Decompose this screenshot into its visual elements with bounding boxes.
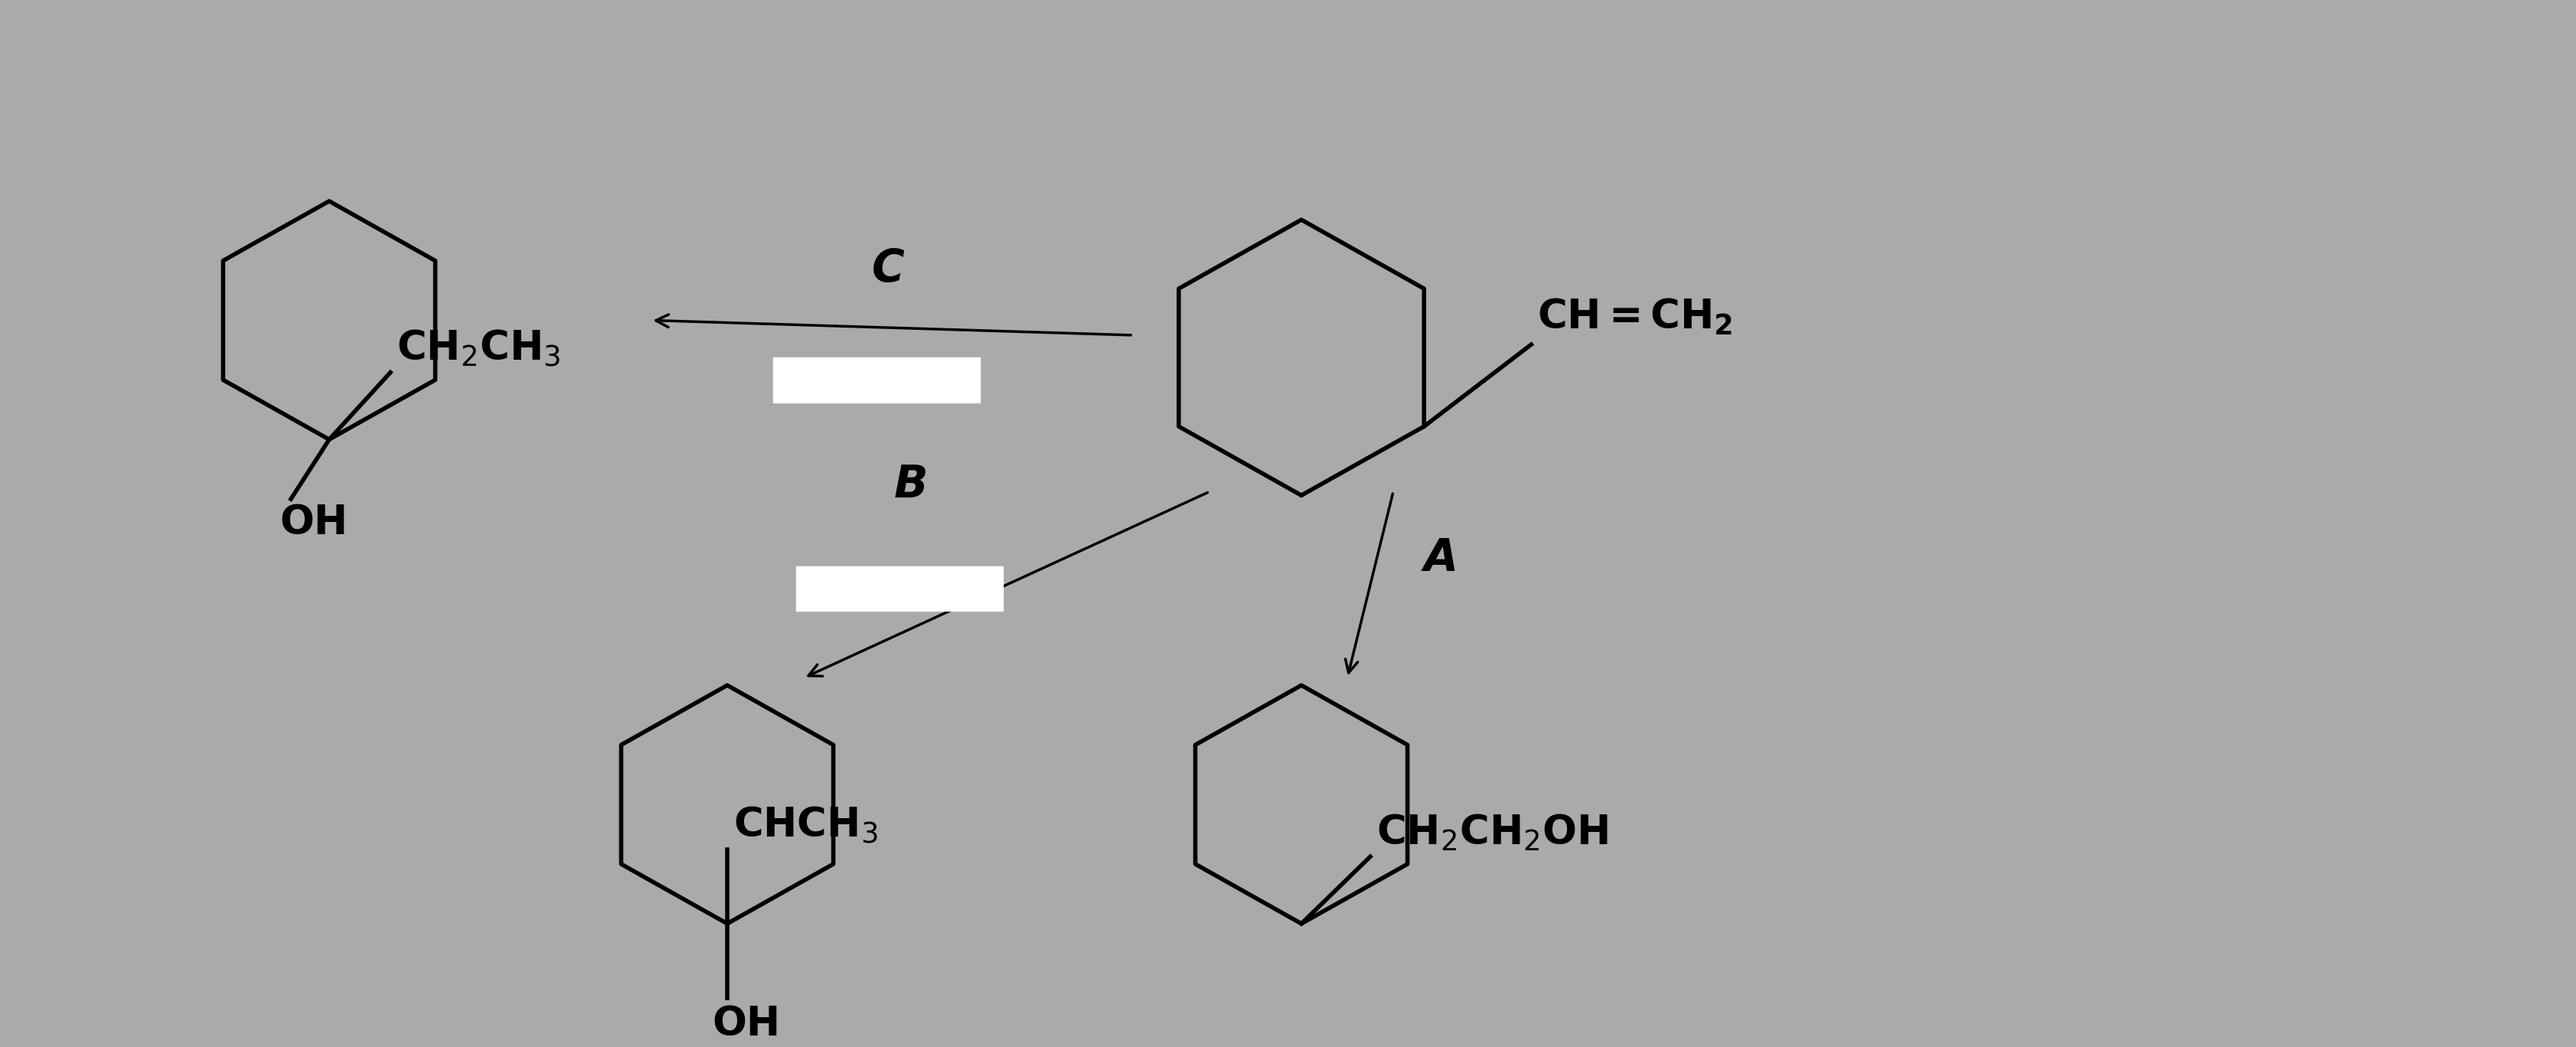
Text: C: C — [871, 247, 904, 290]
Text: CHCH$_3$: CHCH$_3$ — [734, 805, 878, 845]
Text: CH$_2$CH$_3$: CH$_2$CH$_3$ — [397, 328, 562, 369]
Text: OH: OH — [711, 1004, 781, 1044]
Bar — [773, 357, 979, 402]
Text: OH: OH — [278, 503, 348, 542]
Bar — [796, 566, 1002, 610]
Text: CH$\mathbf{=}$CH$\mathbf{_2}$: CH$\mathbf{=}$CH$\mathbf{_2}$ — [1538, 296, 1731, 337]
Text: A: A — [1425, 537, 1458, 580]
Text: B: B — [894, 463, 927, 507]
Text: CH$_2$CH$_2$OH: CH$_2$CH$_2$OH — [1376, 812, 1607, 853]
